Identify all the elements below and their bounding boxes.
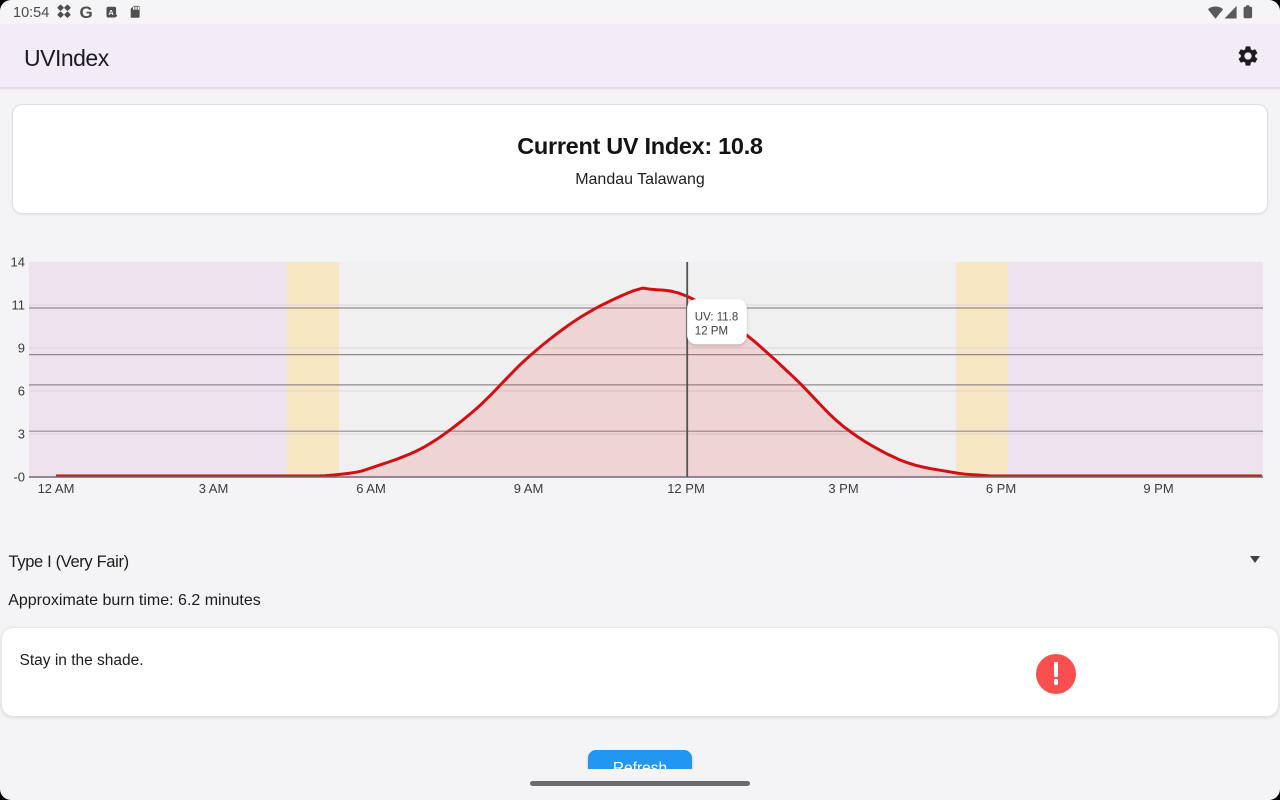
svg-text:12 PM: 12 PM <box>667 481 705 496</box>
svg-text:14: 14 <box>11 255 25 270</box>
svg-text:3: 3 <box>18 427 25 442</box>
svg-text:11: 11 <box>12 298 26 313</box>
svg-text:G: G <box>80 3 93 22</box>
svg-text:A: A <box>108 8 114 17</box>
svg-text:6 PM: 6 PM <box>986 481 1016 496</box>
svg-text:9: 9 <box>18 341 25 356</box>
svg-text:6: 6 <box>18 384 25 399</box>
svg-text:3 AM: 3 AM <box>199 481 229 496</box>
svg-text:3 PM: 3 PM <box>828 481 858 496</box>
svg-text:12 PM: 12 PM <box>695 325 728 337</box>
svg-text:9 AM: 9 AM <box>514 481 544 496</box>
svg-text:6 AM: 6 AM <box>356 481 386 496</box>
svg-text:9 PM: 9 PM <box>1143 481 1173 496</box>
svg-text:-0: -0 <box>13 470 25 485</box>
svg-text:UV: 11.8: UV: 11.8 <box>695 311 738 323</box>
svg-text:12 AM: 12 AM <box>38 481 75 496</box>
